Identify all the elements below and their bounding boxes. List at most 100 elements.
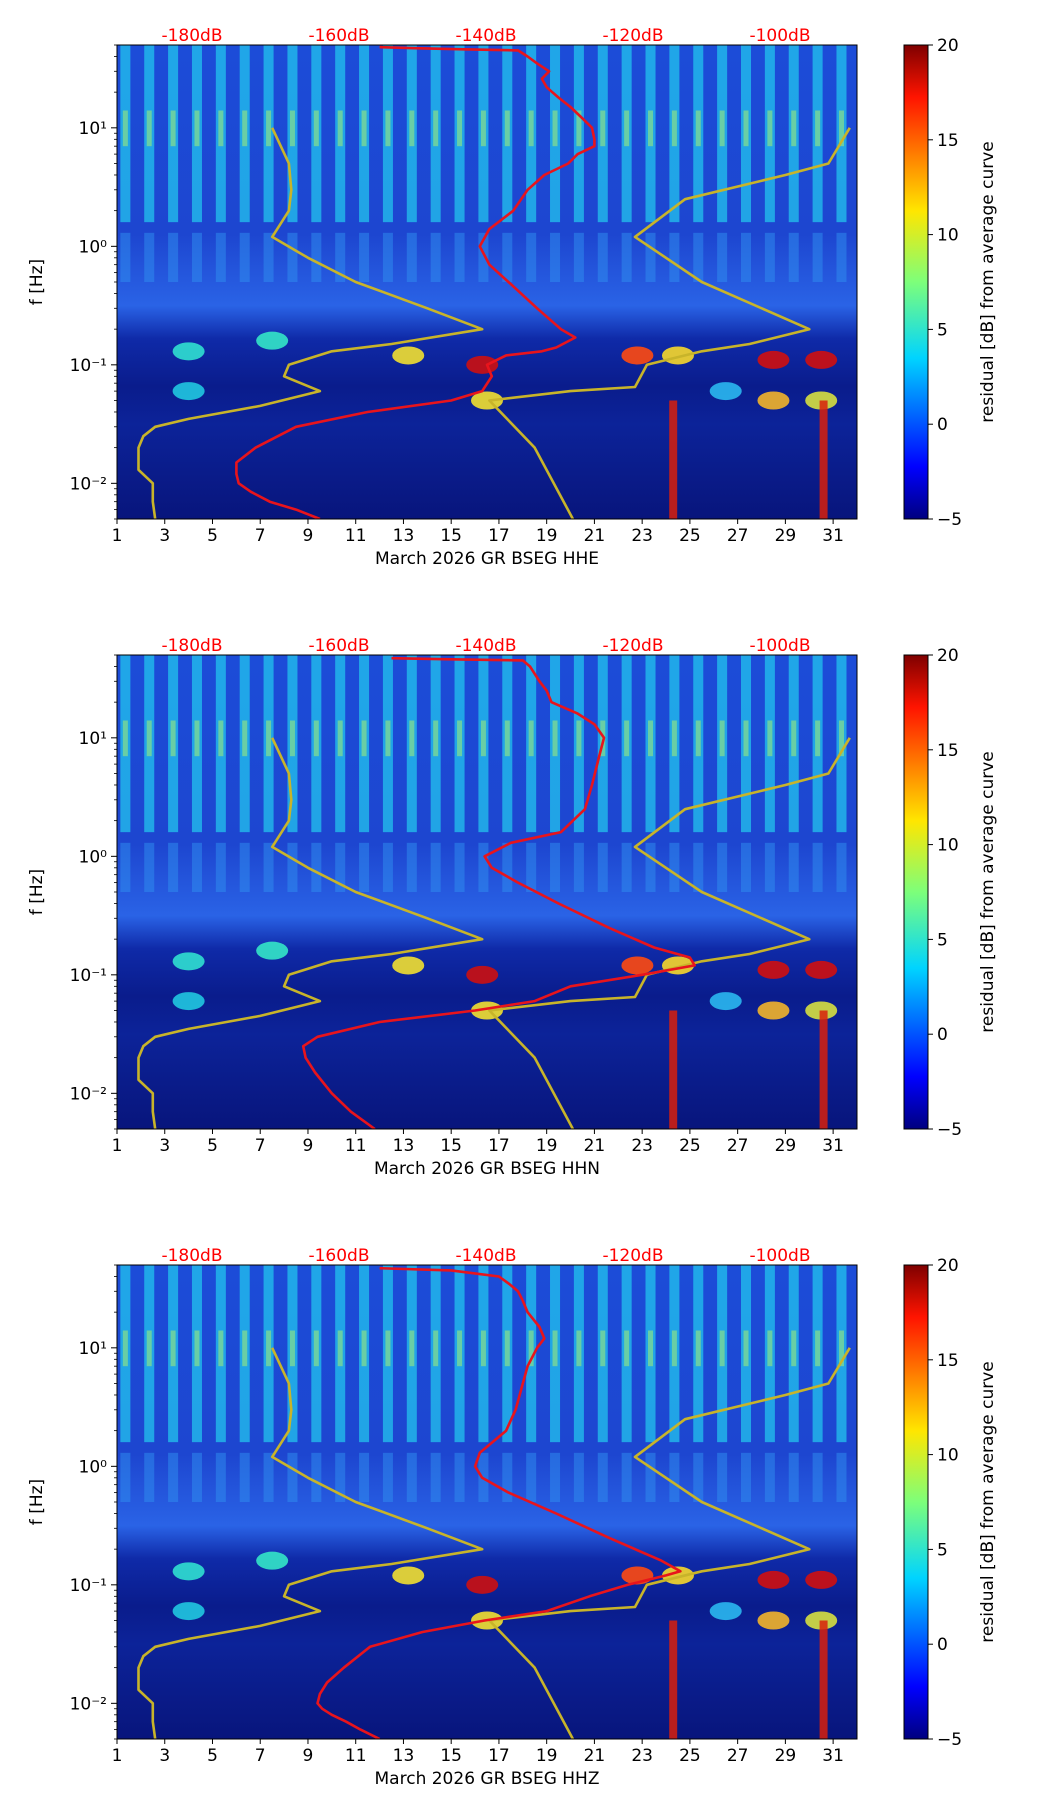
microseism-blob (621, 346, 654, 365)
colorbar-gradient (903, 44, 929, 520)
day-stripe-core (170, 110, 176, 147)
day-stripe-core (409, 110, 415, 147)
day-stripe-low (764, 842, 775, 892)
day-stripe-core (194, 1330, 200, 1367)
day-stripe-low (740, 1452, 752, 1502)
day-stripe-core (600, 1330, 606, 1367)
y-tick-label: 10⁻¹ (70, 966, 107, 986)
colorbar-gradient (903, 654, 929, 1130)
x-tick-label: 21 (584, 526, 606, 546)
db-label: -160dB (308, 1246, 369, 1266)
day-stripe-low (191, 842, 202, 892)
microseism-blob (466, 355, 499, 374)
microseism-blob (392, 1566, 425, 1585)
x-tick-label: 13 (393, 1136, 415, 1156)
x-tick-label: 7 (255, 1136, 266, 1156)
day-stripe-low (573, 1452, 584, 1502)
microseism-blob (757, 960, 790, 979)
spectrogram-image (117, 1265, 857, 1739)
y-tick-label: 10⁰ (79, 237, 108, 257)
x-tick-label: 23 (631, 1746, 653, 1766)
day-stripe-core (648, 720, 654, 757)
microseism-blob (392, 346, 425, 365)
microseism-blob (466, 1575, 499, 1594)
x-tick-label: 11 (345, 1746, 367, 1766)
low-freq-streak (669, 1620, 678, 1739)
x-tick-label: 3 (159, 526, 170, 546)
day-stripe-core (767, 720, 773, 757)
day-stripe-low (287, 1452, 298, 1502)
db-label: -140dB (455, 636, 516, 656)
day-stripe-low (502, 842, 513, 892)
day-stripe-low (597, 1452, 608, 1502)
day-stripe-low (812, 1452, 823, 1502)
day-stripe-low (430, 232, 441, 282)
y-tick-label: 10⁻² (70, 1694, 107, 1714)
day-stripe-core (218, 110, 224, 147)
day-stripe-core (457, 1330, 463, 1367)
db-label: -100dB (749, 26, 810, 46)
day-stripe-core (719, 110, 725, 147)
day-stripe-core (122, 1330, 128, 1367)
microseism-blob (172, 342, 205, 361)
day-stripe-core (815, 110, 821, 147)
day-stripe-core (122, 110, 128, 147)
x-axis-label: March 2026 GR BSEG HHN (374, 1159, 600, 1179)
x-tick-label: 11 (345, 526, 367, 546)
day-stripe-low (717, 1452, 728, 1502)
x-tick-label: 31 (822, 1136, 844, 1156)
day-stripe-core (146, 110, 152, 147)
x-tick-label: 13 (393, 526, 415, 546)
db-label: -120dB (602, 1246, 663, 1266)
day-stripe-low (812, 842, 823, 892)
microseism-blob (757, 391, 790, 410)
day-stripe-low (454, 232, 465, 282)
x-tick-label: 31 (822, 1746, 844, 1766)
day-stripe-core (838, 1330, 844, 1367)
colorbar-tick-label: −5 (937, 510, 962, 530)
day-stripe-low (263, 842, 274, 892)
microseism-blob (172, 952, 205, 971)
x-tick-label: 29 (775, 526, 797, 546)
day-stripe-low (478, 232, 489, 282)
x-tick-label: 1 (112, 1746, 123, 1766)
day-stripe-core (528, 720, 534, 757)
day-stripe-low (717, 232, 728, 282)
day-stripe-low (836, 842, 847, 892)
microseism-blob (392, 956, 425, 975)
day-stripe-low (836, 232, 847, 282)
colorbar-gradient (903, 1264, 929, 1740)
microseism-blob (709, 992, 742, 1011)
db-label: -140dB (455, 26, 516, 46)
day-stripe-core (791, 1330, 797, 1367)
colorbar-tick-label: 10 (937, 1446, 959, 1466)
day-stripe-low (359, 232, 370, 282)
microseism-blob (256, 941, 289, 960)
y-tick-label: 10⁻¹ (70, 356, 107, 376)
day-stripe-core (361, 1330, 367, 1367)
day-stripe-core (289, 1330, 295, 1367)
x-tick-label: 27 (727, 1136, 749, 1156)
day-stripe-low (168, 1452, 179, 1502)
day-stripe-core (743, 720, 749, 757)
spectrogram-image (117, 45, 857, 519)
average-curve (235, 45, 596, 519)
day-stripe-core (433, 110, 439, 147)
day-stripe-low (215, 232, 226, 282)
day-stripe-core (695, 720, 701, 757)
db-label: -120dB (602, 636, 663, 656)
x-tick-label: 31 (822, 526, 844, 546)
model-curve-low (137, 127, 484, 519)
day-stripe-low (215, 1452, 226, 1502)
x-tick-label: 9 (303, 1746, 314, 1766)
day-stripe-core (433, 720, 439, 757)
day-stripe-core (815, 1330, 821, 1367)
day-stripe-low (311, 1452, 322, 1502)
average-curve (301, 656, 696, 1129)
day-stripe-low (812, 232, 823, 282)
